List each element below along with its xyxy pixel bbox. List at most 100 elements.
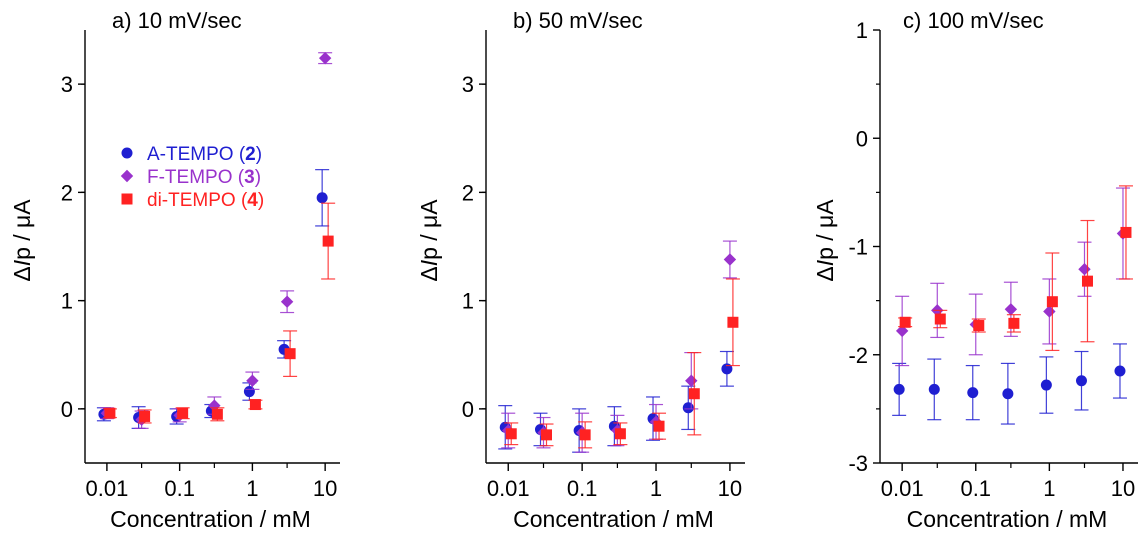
legend-number: 4 <box>247 190 258 211</box>
data-point <box>723 253 737 266</box>
legend-number: 3 <box>244 167 255 188</box>
data-point <box>322 235 334 247</box>
y-tick-label: 2 <box>61 180 73 205</box>
data-point <box>1081 275 1093 287</box>
x-tick-label: 0.1 <box>567 476 598 501</box>
series-a-tempo <box>892 343 1127 425</box>
y-tick-label: 2 <box>462 180 474 205</box>
data-point <box>1078 263 1091 276</box>
y-axis-label-part: Δ <box>416 266 442 281</box>
y-axis-label-part: Δ <box>812 266 838 281</box>
y-axis-label: ΔIp / μA <box>9 199 35 282</box>
y-axis-label-part: p / μA <box>812 199 838 260</box>
series-f-tempo <box>501 240 737 453</box>
legend: A-TEMPO (2)F-TEMPO (3)di-TEMPO (4) <box>120 144 264 211</box>
y-tick-label: 1 <box>61 289 73 314</box>
legend-close: ) <box>256 144 262 165</box>
data-point <box>139 410 151 422</box>
x-axis-label: Concentration / mM <box>513 506 714 532</box>
data-point <box>1004 303 1018 316</box>
y-tick-label: -2 <box>848 343 868 368</box>
data-point <box>1046 296 1058 308</box>
data-point <box>1040 379 1052 391</box>
data-point <box>727 316 739 328</box>
x-tick-label: 0.01 <box>881 476 924 501</box>
y-axis-label-part: p / μA <box>416 199 442 260</box>
x-tick-label: 1 <box>246 476 258 501</box>
y-tick-label: -1 <box>848 235 868 260</box>
data-point <box>318 51 332 65</box>
data-point <box>893 383 905 395</box>
data-point <box>104 407 116 419</box>
legend-name: F-TEMPO ( <box>147 167 245 188</box>
data-point <box>688 388 700 400</box>
y-tick-label: 0 <box>61 397 73 422</box>
legend-marker <box>120 169 134 183</box>
y-axis-label: ΔIp / μA <box>812 199 838 282</box>
data-point <box>1114 365 1126 377</box>
x-tick-label: 0.1 <box>960 476 991 501</box>
data-point <box>1008 317 1020 329</box>
legend-close: ) <box>255 167 261 188</box>
y-tick-label: 0 <box>462 397 474 422</box>
x-tick-label: 0.01 <box>85 476 128 501</box>
x-axis-label: Concentration / mM <box>907 506 1108 532</box>
data-point <box>973 320 985 332</box>
x-axis-label: Concentration / mM <box>110 506 311 532</box>
y-tick-label: 3 <box>462 72 474 97</box>
series-f-tempo <box>895 187 1130 367</box>
data-point <box>177 407 189 419</box>
chart-title: a) 10 mV/sec <box>112 8 242 33</box>
data-point <box>653 420 665 432</box>
chart-title: c) 100 mV/sec <box>903 8 1044 33</box>
data-point <box>280 295 294 308</box>
y-tick-label: 0 <box>856 126 868 151</box>
series-di-tempo <box>102 202 336 424</box>
data-point <box>934 313 946 325</box>
x-tick-label: 1 <box>1043 476 1055 501</box>
data-point <box>899 316 911 328</box>
legend-label: di-TEMPO (4) <box>147 190 264 211</box>
legend-name: A-TEMPO ( <box>147 144 246 165</box>
data-point <box>614 428 626 440</box>
legend-number: 2 <box>245 144 256 165</box>
data-point <box>316 192 328 204</box>
y-axis-label-part: I <box>416 259 442 266</box>
data-point <box>928 383 940 395</box>
series-di-tempo <box>898 185 1133 352</box>
data-point <box>682 402 694 414</box>
chart-title: b) 50 mV/sec <box>513 8 643 33</box>
legend-close: ) <box>258 190 264 211</box>
y-tick-label: 3 <box>61 72 73 97</box>
y-tick-label: -3 <box>848 451 868 476</box>
data-point <box>249 399 261 411</box>
y-tick-label: 1 <box>462 289 474 314</box>
data-point <box>721 363 733 375</box>
data-point <box>211 408 223 420</box>
x-tick-label: 0.1 <box>164 476 195 501</box>
data-point <box>284 348 296 360</box>
y-axis-label: ΔIp / μA <box>416 199 442 282</box>
data-point <box>246 374 259 387</box>
y-axis-label-part: Δ <box>9 266 35 281</box>
data-point <box>967 387 979 399</box>
data-point <box>243 386 255 398</box>
y-axis-label-part: p / μA <box>9 199 35 260</box>
x-tick-label: 0.01 <box>487 476 530 501</box>
legend-marker <box>121 193 133 205</box>
y-axis-label-part: I <box>812 259 838 266</box>
y-tick-label: 1 <box>856 18 868 43</box>
x-tick-label: 10 <box>1111 476 1135 501</box>
data-point <box>1002 388 1014 400</box>
series-di-tempo <box>504 278 740 449</box>
legend-label: F-TEMPO (3) <box>147 167 261 188</box>
x-tick-label: 1 <box>650 476 662 501</box>
series-f-tempo <box>99 51 333 429</box>
y-axis-label-part: I <box>9 259 35 266</box>
data-point <box>1120 226 1132 238</box>
data-point <box>540 429 552 441</box>
